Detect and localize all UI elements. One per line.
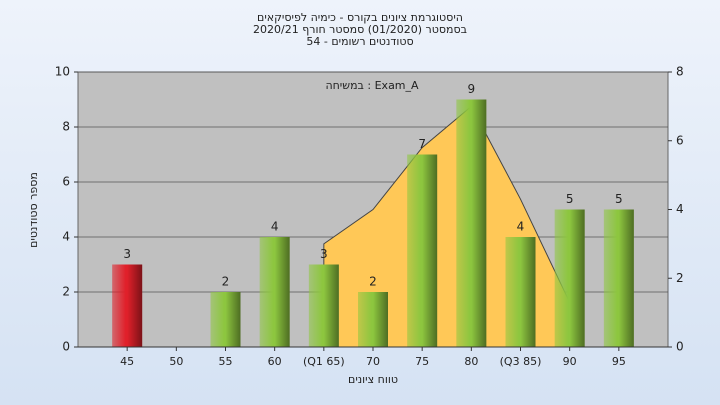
- x-tick-label: 90: [563, 355, 577, 368]
- bar-shade: [112, 264, 143, 347]
- bar-shade: [210, 292, 241, 347]
- y2-tick-label: 0: [676, 340, 684, 354]
- y2-tick-label: 2: [676, 271, 684, 285]
- bar-shade: [456, 99, 487, 347]
- value-label: 9: [468, 82, 476, 96]
- value-label: 5: [566, 192, 574, 206]
- x-axis-label: טווח ציונים: [348, 373, 398, 386]
- title-line: סטודנטים רשומים - 54: [306, 35, 413, 48]
- y2-tick-label: 4: [676, 202, 684, 216]
- annotation: במשיחה : Exam_A: [325, 79, 419, 92]
- bar-shade: [505, 237, 536, 347]
- y-axis-label: מספר סטודנטים: [27, 172, 40, 248]
- bar-shade: [554, 209, 585, 347]
- bar-shade: [407, 154, 438, 347]
- value-label: 4: [271, 220, 279, 234]
- value-label: 7: [418, 137, 426, 151]
- bar-shade: [603, 209, 634, 347]
- y-tick-label: 8: [62, 120, 70, 134]
- y-tick-label: 6: [62, 175, 70, 189]
- x-tick-label: 55: [219, 355, 233, 368]
- y-tick-label: 2: [62, 285, 70, 299]
- title-line: היסטוגרמת ציונים בקורס - כימיה לפיסיקאים: [257, 11, 463, 24]
- value-label: 2: [222, 275, 230, 289]
- value-label: 3: [320, 247, 328, 261]
- x-tick-label: 95: [612, 355, 626, 368]
- x-tick-label: 50: [169, 355, 183, 368]
- y2-tick-label: 8: [676, 65, 684, 79]
- value-label: 2: [369, 275, 377, 289]
- x-tick-label: 45: [120, 355, 134, 368]
- y-tick-label: 0: [62, 340, 70, 354]
- bar-shade: [259, 237, 290, 347]
- x-tick-label: (Q1 65): [303, 355, 345, 368]
- value-label: 3: [123, 247, 131, 261]
- y-tick-label: 10: [55, 65, 70, 79]
- x-tick-label: 60: [268, 355, 282, 368]
- x-tick-label: 70: [366, 355, 380, 368]
- bar-shade: [308, 264, 339, 347]
- bar-shade: [358, 292, 388, 347]
- value-label: 4: [517, 220, 525, 234]
- x-tick-label: (Q3 85): [500, 355, 542, 368]
- value-label: 5: [615, 192, 623, 206]
- x-tick-label: 75: [415, 355, 429, 368]
- x-tick-label: 80: [464, 355, 478, 368]
- title-line: בסמסטר (01/2020) סמסטר חורף 2020/21: [253, 23, 467, 36]
- y-tick-label: 4: [62, 230, 70, 244]
- y2-tick-label: 6: [676, 133, 684, 147]
